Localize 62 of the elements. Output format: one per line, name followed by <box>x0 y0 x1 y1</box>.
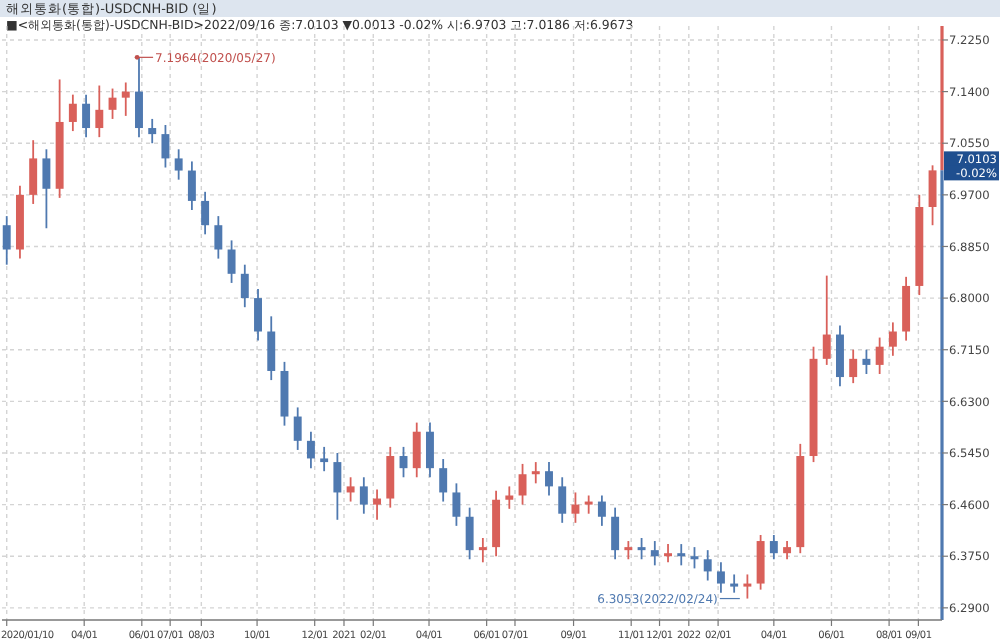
candlestick <box>545 461 553 497</box>
candlestick <box>664 543 672 564</box>
candlestick <box>452 482 461 527</box>
candlestick <box>756 534 765 591</box>
candlestick <box>836 324 844 388</box>
candlestick <box>214 215 223 260</box>
candlestick <box>902 275 911 342</box>
candlestick <box>650 540 659 567</box>
candlestick <box>928 164 937 227</box>
candlestick <box>187 160 196 211</box>
candlestick <box>531 461 540 485</box>
candlestick <box>677 543 686 567</box>
candlestick <box>571 491 580 524</box>
candlestick <box>2 215 11 266</box>
candlestick <box>68 93 77 132</box>
candlestick <box>492 489 501 558</box>
candlestick <box>875 336 884 375</box>
candlestick <box>716 561 725 594</box>
candlestick <box>465 506 474 561</box>
candlestick <box>161 124 170 169</box>
candlestick <box>505 485 514 510</box>
candlestick <box>82 93 91 139</box>
candlestick <box>703 549 712 582</box>
candlestick <box>862 348 871 375</box>
candlestick <box>597 494 606 527</box>
candlestick <box>293 406 302 451</box>
candlestick <box>108 87 117 120</box>
candlestick <box>624 540 633 561</box>
candlestick <box>730 573 739 594</box>
candlestick <box>518 463 527 506</box>
candlestick <box>558 476 567 524</box>
candlestick <box>42 148 51 230</box>
candlestick <box>743 573 752 600</box>
candlestick <box>121 81 130 117</box>
candlestick <box>373 488 382 521</box>
candlestick <box>306 430 315 470</box>
candlestick <box>333 452 342 521</box>
candlestick <box>849 348 858 385</box>
candlestick <box>320 446 329 473</box>
candlestick <box>174 148 183 181</box>
candlestick <box>412 421 421 479</box>
candlestick <box>359 476 368 515</box>
candlestick <box>240 263 249 309</box>
candlestick <box>637 537 646 561</box>
candlestick <box>822 274 831 366</box>
candlestick <box>227 239 236 284</box>
candlestick <box>29 139 38 205</box>
candlestick <box>95 84 104 139</box>
candlestick <box>439 458 448 503</box>
candlestick <box>611 506 620 561</box>
candlestick <box>267 315 276 381</box>
candlestick <box>386 446 395 509</box>
candlestick <box>148 118 157 145</box>
candlestick <box>425 421 434 479</box>
candlestick <box>346 476 355 503</box>
candlestick <box>254 288 262 342</box>
candlestick <box>478 537 487 564</box>
candlestick <box>888 321 897 357</box>
candlestick <box>201 190 210 236</box>
candlestick <box>584 494 593 515</box>
candlestick <box>783 540 792 561</box>
candlestick <box>769 534 778 561</box>
